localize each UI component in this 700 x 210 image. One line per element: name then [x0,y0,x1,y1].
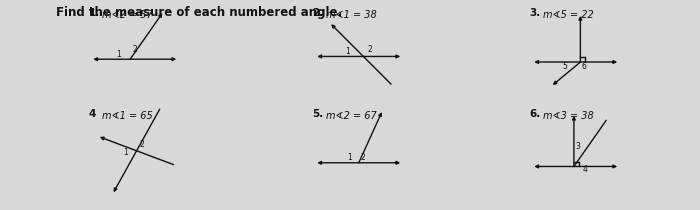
Text: 2.: 2. [312,8,324,18]
Text: 3: 3 [575,142,580,151]
Text: 2: 2 [368,46,372,54]
Text: 6: 6 [582,62,587,71]
Text: m∢5 = 22: m∢5 = 22 [543,10,594,20]
Text: 1: 1 [123,148,128,157]
Text: Find the measure of each numbered angle.: Find the measure of each numbered angle. [56,6,342,19]
Text: 3.: 3. [530,8,541,18]
Text: 2: 2 [140,140,144,149]
Text: 4: 4 [88,109,96,119]
Text: 4: 4 [582,165,587,174]
Text: 1: 1 [347,153,352,162]
Text: m∢1 = 38: m∢1 = 38 [326,10,377,20]
Text: m∢3 = 38: m∢3 = 38 [543,111,594,121]
Text: m∢2 = 57: m∢2 = 57 [102,10,153,20]
Text: m∢1 = 65: m∢1 = 65 [102,111,153,121]
Text: 2: 2 [132,46,137,54]
Text: 5.: 5. [312,109,324,119]
Text: 1.: 1. [88,8,100,18]
Text: 5: 5 [562,62,567,71]
Text: 2: 2 [361,153,365,162]
Text: 1: 1 [116,50,120,59]
Text: 1: 1 [345,47,350,56]
Text: m∢2 = 67: m∢2 = 67 [326,111,377,121]
Text: 6.: 6. [530,109,541,119]
